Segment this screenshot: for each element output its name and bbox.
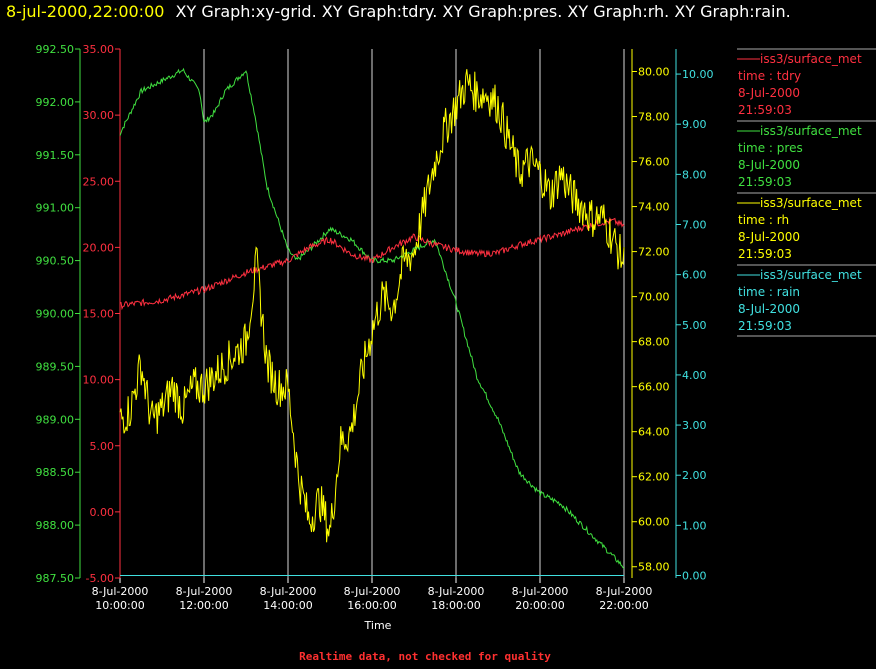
- x-axis-label: Time: [364, 619, 392, 632]
- rh-tick-label: 72.00: [638, 246, 670, 259]
- legend-field-rain: time : rain: [738, 285, 800, 299]
- tdry-tick-label: 20.00: [83, 241, 115, 254]
- x-tick-label-date: 8-Jul-2000: [596, 585, 653, 598]
- tdry-tick-label: 5.00: [90, 440, 115, 453]
- legend-field-rh: time : rh: [738, 213, 789, 227]
- rh-tick-label: 60.00: [638, 516, 670, 529]
- header-graph-list: XY Graph:xy-grid. XY Graph:tdry. XY Grap…: [175, 2, 791, 21]
- x-tick-label-time: 18:00:00: [431, 599, 480, 612]
- rh-tick-label: 62.00: [638, 471, 670, 484]
- rain-tick-label: 6.00: [682, 269, 707, 282]
- rh-tick-label: 74.00: [638, 201, 670, 214]
- x-tick-label-time: 20:00:00: [515, 599, 564, 612]
- x-tick-label-time: 22:00:00: [599, 599, 648, 612]
- legend-time-rain: 21:59:03: [738, 319, 792, 333]
- legend-field-tdry: time : tdry: [738, 69, 801, 83]
- pres-tick-label: 992.00: [36, 96, 75, 109]
- rain-tick-label: 0.00: [682, 569, 707, 582]
- x-tick-label-date: 8-Jul-2000: [260, 585, 317, 598]
- rain-tick-label: 7.00: [682, 218, 707, 231]
- pres-tick-label: 990.50: [36, 255, 75, 268]
- rain-tick-label: 5.00: [682, 319, 707, 332]
- legend-source-pres: iss3/surface_met: [760, 124, 862, 138]
- legend-source-tdry: iss3/surface_met: [760, 52, 862, 66]
- tdry-tick-label: 10.00: [83, 374, 115, 387]
- rh-tick-label: 64.00: [638, 426, 670, 439]
- legend-source-rh: iss3/surface_met: [760, 196, 862, 210]
- header-title: 8-jul-2000,22:00:00 XY Graph:xy-grid. XY…: [6, 2, 791, 21]
- pres-tick-label: 991.00: [36, 202, 75, 215]
- rain-tick-label: 9.00: [682, 118, 707, 131]
- pres-series-line: [119, 67, 625, 569]
- tdry-tick-label: -5.00: [86, 572, 114, 585]
- rain-tick-label: 4.00: [682, 369, 707, 382]
- rh-tick-label: 70.00: [638, 291, 670, 304]
- x-tick-label-time: 10:00:00: [95, 599, 144, 612]
- tdry-tick-label: 30.00: [83, 109, 115, 122]
- pres-tick-label: 989.00: [36, 413, 75, 426]
- x-tick-label-date: 8-Jul-2000: [428, 585, 485, 598]
- x-tick-label-date: 8-Jul-2000: [92, 585, 149, 598]
- tdry-tick-label: 15.00: [83, 308, 115, 321]
- x-tick-label-time: 12:00:00: [179, 599, 228, 612]
- rain-tick-label: 10.00: [682, 68, 714, 81]
- legend-date-rain: 8-Jul-2000: [738, 302, 800, 316]
- tdry-series-line: [119, 216, 625, 311]
- rh-tick-label: 76.00: [638, 156, 670, 169]
- tdry-tick-label: 25.00: [83, 175, 115, 188]
- rh-tick-label: 68.00: [638, 336, 670, 349]
- legend-date-rh: 8-Jul-2000: [738, 230, 800, 244]
- rh-tick-label: 66.00: [638, 381, 670, 394]
- legend-time-pres: 21:59:03: [738, 175, 792, 189]
- legend-time-tdry: 21:59:03: [738, 103, 792, 117]
- legend-time-rh: 21:59:03: [738, 247, 792, 261]
- x-tick-label-date: 8-Jul-2000: [344, 585, 401, 598]
- quality-note: Realtime data, not checked for quality: [299, 650, 551, 663]
- x-tick-label-date: 8-Jul-2000: [176, 585, 233, 598]
- x-tick-label-date: 8-Jul-2000: [512, 585, 569, 598]
- rh-tick-label: 58.00: [638, 561, 670, 574]
- legend-source-rain: iss3/surface_met: [760, 268, 862, 282]
- pres-tick-label: 988.50: [36, 466, 75, 479]
- legend-date-pres: 8-Jul-2000: [738, 158, 800, 172]
- x-tick-label-time: 16:00:00: [347, 599, 396, 612]
- legend-field-pres: time : pres: [738, 141, 803, 155]
- pres-tick-label: 989.50: [36, 360, 75, 373]
- rh-series-line: [119, 69, 625, 543]
- pres-tick-label: 988.00: [36, 519, 75, 532]
- pres-tick-label: 992.50: [36, 43, 75, 56]
- tdry-tick-label: 35.00: [83, 43, 115, 56]
- rain-tick-label: 2.00: [682, 469, 707, 482]
- pres-tick-label: 990.00: [36, 308, 75, 321]
- pres-tick-label: 987.50: [36, 572, 75, 585]
- rh-tick-label: 78.00: [638, 111, 670, 124]
- rain-tick-label: 3.00: [682, 419, 707, 432]
- legend-date-tdry: 8-Jul-2000: [738, 86, 800, 100]
- rain-tick-label: 8.00: [682, 168, 707, 181]
- header-datetime: 8-jul-2000,22:00:00: [6, 2, 165, 21]
- rain-tick-label: 1.00: [682, 519, 707, 532]
- x-tick-label-time: 14:00:00: [263, 599, 312, 612]
- tdry-tick-label: 0.00: [90, 506, 115, 519]
- rh-tick-label: 80.00: [638, 66, 670, 79]
- pres-tick-label: 991.50: [36, 149, 75, 162]
